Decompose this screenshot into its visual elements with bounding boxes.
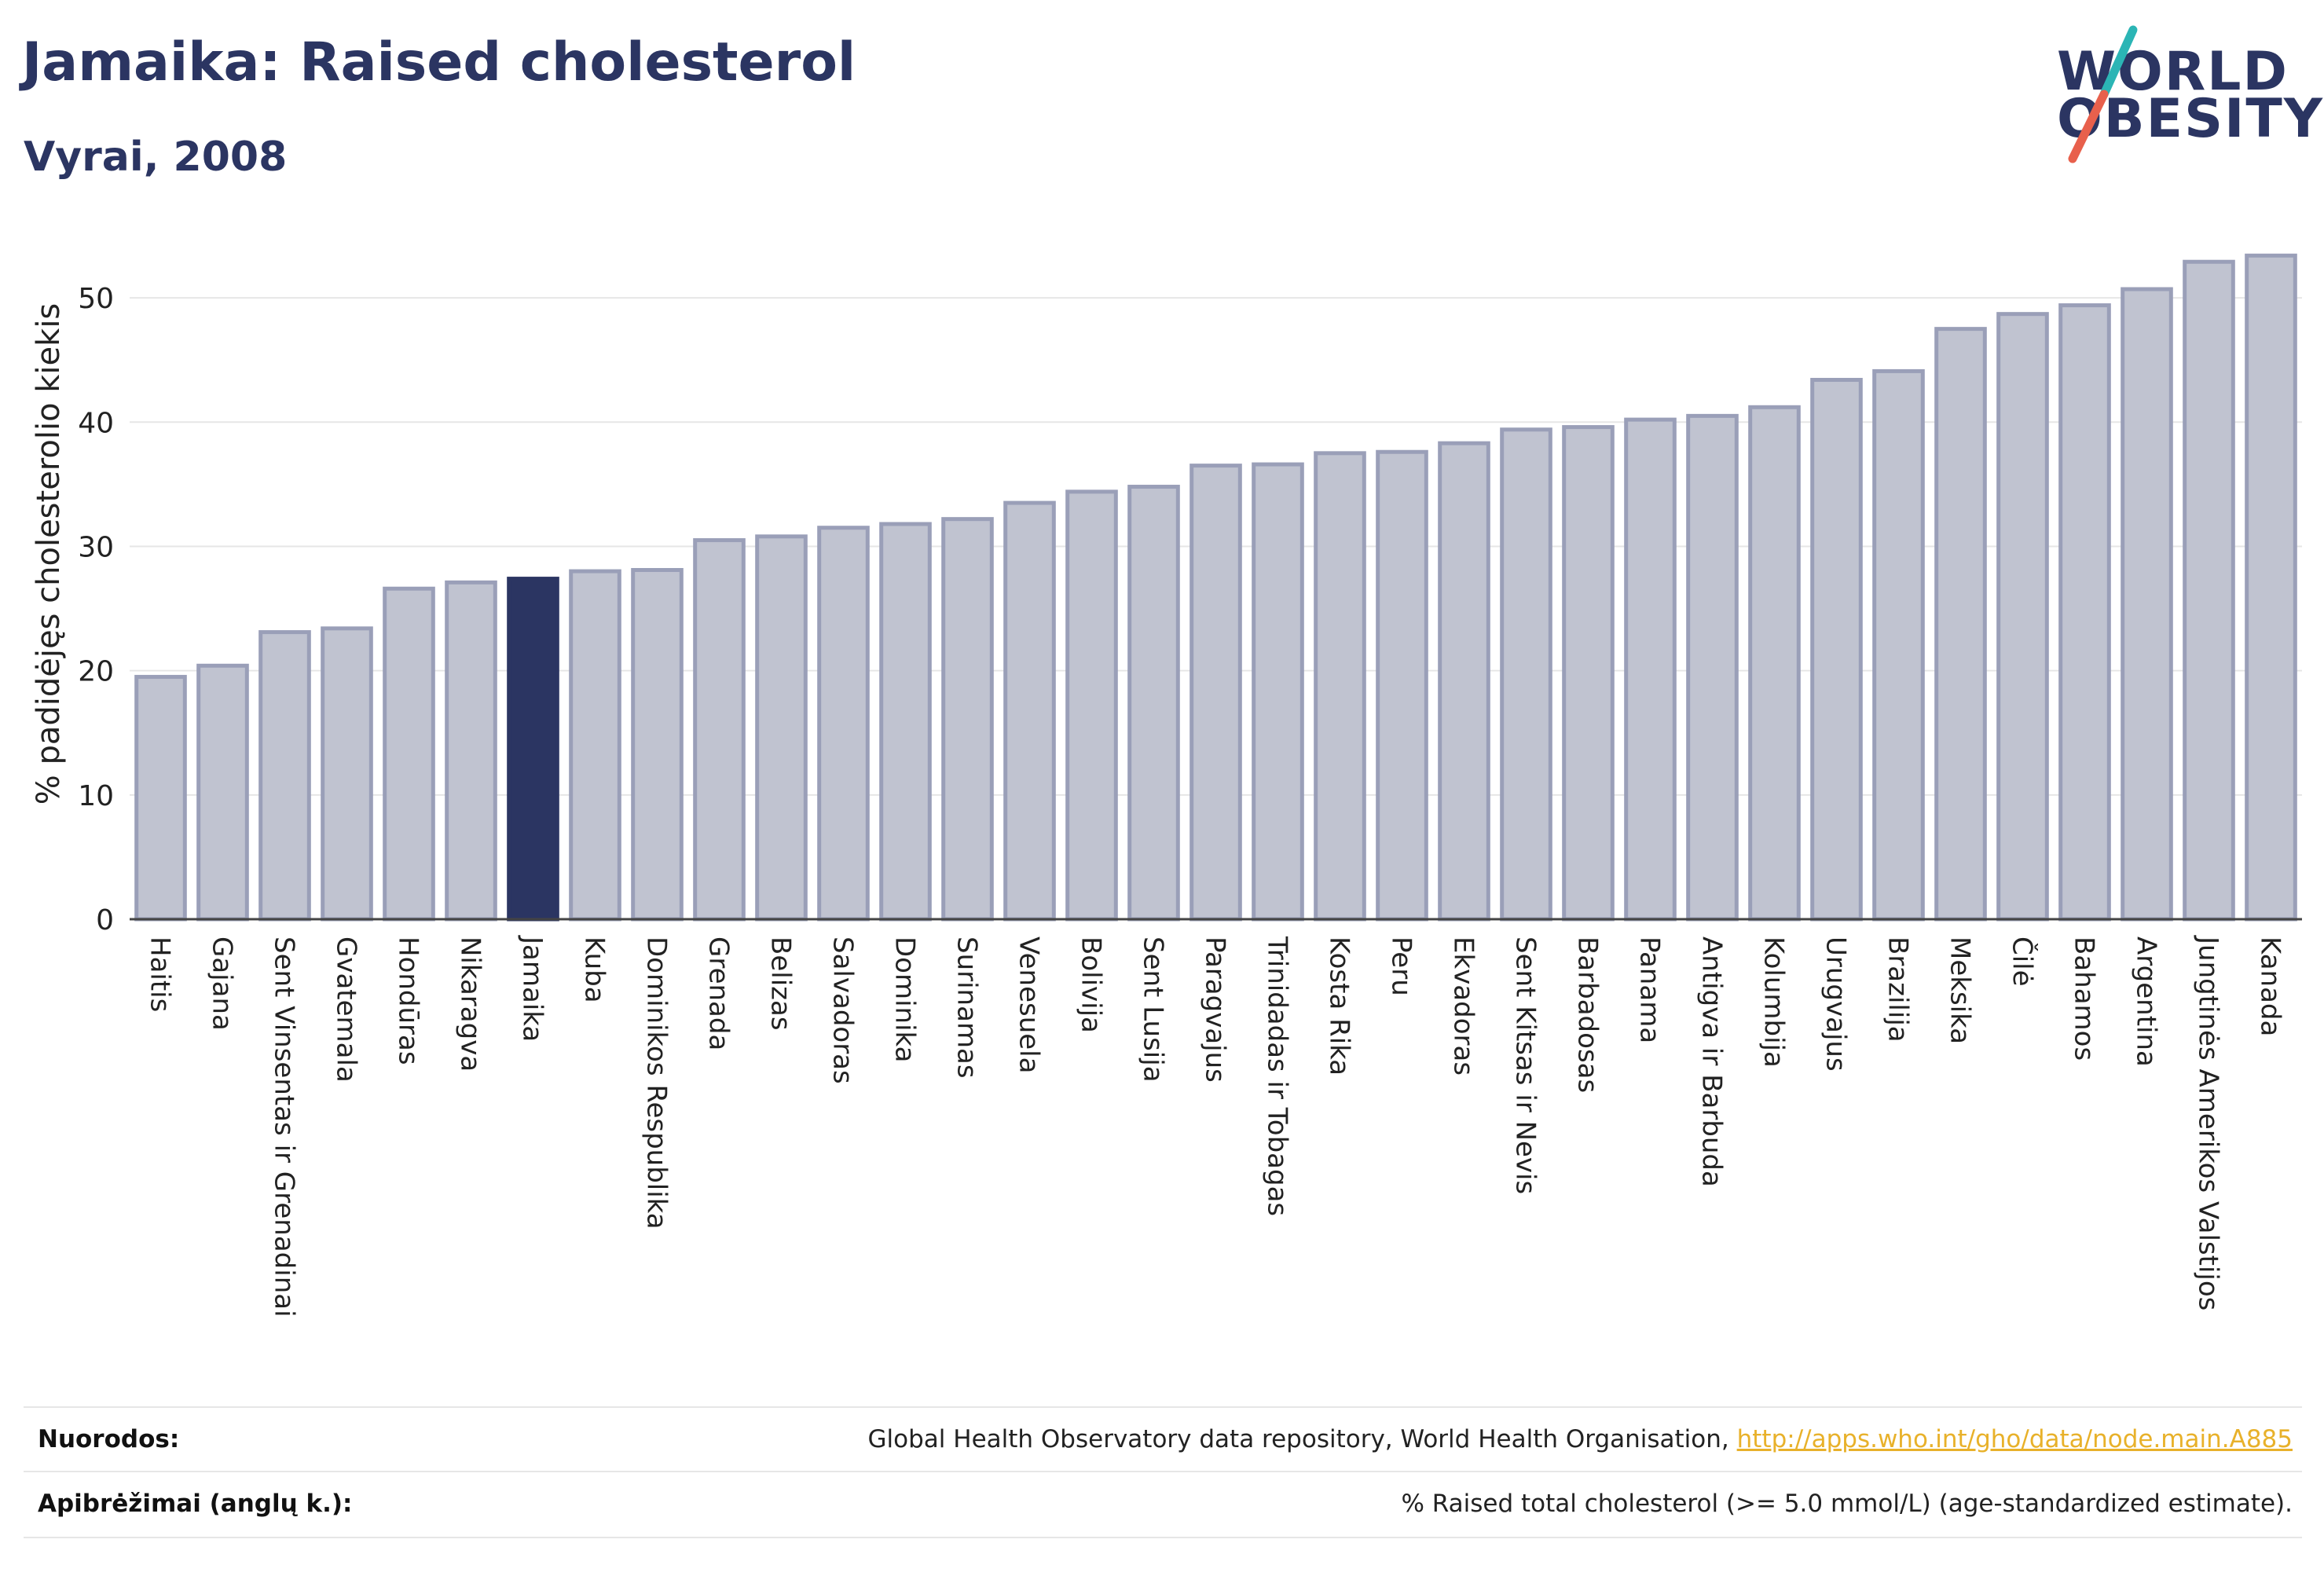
y-tick-label: 10 [78, 780, 114, 812]
bar [1624, 417, 1677, 922]
bar [1127, 485, 1180, 922]
x-tick-label: Sent Kitsas ir Nevis [1510, 936, 1541, 1194]
definitions-label: Apibrėžimai (anglų k.): [38, 1490, 353, 1518]
x-tick-label: Bolivija [1076, 936, 1107, 1033]
x-tick-label: Antigva ir Barbuda [1696, 936, 1728, 1187]
bar [1872, 368, 1925, 922]
bar [1252, 462, 1304, 922]
bar [755, 534, 808, 922]
x-tick-label: Argentina [2131, 936, 2162, 1067]
logo-slash-icon [2068, 25, 2138, 163]
bar [1996, 312, 2049, 922]
y-tick-label: 20 [78, 656, 114, 688]
definitions-text: % Raised total cholesterol (>= 5.0 mmol/… [1401, 1490, 2293, 1518]
x-tick-label: Čilė [2007, 936, 2039, 987]
y-axis-label: % padidėjęs cholesterolio kiekis [31, 303, 67, 805]
bar [1810, 377, 1863, 922]
x-tick-label: Sent Vinsentas ir Grenadinai [269, 936, 300, 1318]
x-tick-label: Kolumbija [1758, 936, 1790, 1068]
bar [1686, 413, 1739, 922]
page-subtitle: Vyrai, 2008 [24, 134, 288, 181]
bar [134, 675, 187, 922]
x-tick-label: Ekvadoras [1448, 936, 1479, 1076]
x-tick-label: Kanada [2255, 936, 2286, 1036]
y-tick-label: 0 [96, 904, 114, 936]
bar [2183, 259, 2235, 922]
bar [941, 517, 994, 922]
bar [2245, 253, 2297, 922]
bar [2121, 287, 2173, 922]
bar [258, 630, 311, 922]
x-tick-label: Brazilija [1882, 936, 1914, 1043]
bar [383, 586, 435, 922]
sources-link[interactable]: http://apps.who.int/gho/data/node.main.A… [1736, 1425, 2293, 1453]
bar [1003, 500, 1056, 922]
sources-label: Nuorodos: [38, 1425, 180, 1453]
bar [196, 663, 249, 922]
sources-value: Global Health Observatory data repositor… [868, 1425, 2293, 1453]
bar [1934, 327, 1987, 922]
sources-text: Global Health Observatory data repositor… [867, 1425, 1737, 1453]
bar [1065, 489, 1118, 922]
bar [1314, 451, 1366, 922]
x-tick-label: Gajana [207, 936, 238, 1031]
bar [569, 569, 621, 922]
x-tick-label: Haitis [145, 936, 176, 1012]
x-tick-label: Salvadoras [827, 936, 859, 1084]
footer-definitions-row: Apibrėžimai (anglų k.): % Raised total c… [24, 1471, 2302, 1538]
x-tick-label: Surinamas [951, 936, 983, 1079]
x-tick-label: Peru [1386, 936, 1417, 996]
bar [321, 626, 373, 922]
bar [817, 526, 870, 922]
bar [1189, 464, 1242, 922]
x-tick-label: Nikaragva [455, 936, 486, 1072]
y-tick-label: 40 [78, 407, 114, 439]
page-title: Jamaika: Raised cholesterol [22, 31, 856, 93]
x-tick-label: Hondūras [393, 936, 424, 1065]
x-tick-label: Gvatemala [331, 936, 362, 1083]
bar [1376, 449, 1428, 922]
footer-sources-row: Nuorodos: Global Health Observatory data… [24, 1406, 2302, 1472]
x-tick-label: Dominika [889, 936, 921, 1062]
x-tick-label: Jungtinės Amerikos Valstijos [2193, 935, 2224, 1310]
x-tick-label: Jamaika [517, 935, 548, 1042]
bar-chart: 0 10 20 30 40 50 % padidėjęs cholesterolio kie… [31, 253, 2302, 1318]
bar [631, 568, 684, 922]
bar [1438, 441, 1490, 922]
bar [1748, 405, 1801, 922]
x-tick-label: Trinidadas ir Tobagas [1262, 936, 1293, 1216]
x-tick-label: Meksika [1945, 936, 1976, 1044]
y-tick-label: 30 [78, 531, 114, 563]
x-tick-label: Kuba [579, 936, 610, 1003]
logo-line-1: WORLD [2057, 41, 2289, 103]
bar [2058, 303, 2111, 922]
x-tick-label: Urugvajus [1820, 936, 1852, 1072]
bar [507, 577, 559, 922]
y-tick-label: 50 [78, 283, 114, 315]
x-tick-label: Venesuela [1014, 936, 1045, 1073]
x-tick-label: Grenada [703, 936, 735, 1050]
bar [693, 538, 746, 922]
x-tick-label: Paragvajus [1200, 936, 1231, 1083]
bar [1562, 425, 1615, 922]
bar [445, 580, 497, 922]
x-tick-label: Sent Lusija [1138, 936, 1169, 1083]
x-tick-label: Barbadosas [1572, 936, 1604, 1093]
x-tick-label: Kosta Rika [1324, 936, 1355, 1076]
x-tick-label: Dominikos Respublika [641, 936, 673, 1230]
x-tick-label: Panama [1634, 936, 1666, 1043]
x-tick-label: Belizas [765, 936, 797, 1031]
bar [879, 522, 932, 922]
bar [1500, 427, 1552, 922]
x-tick-label: Bahamos [2069, 936, 2100, 1061]
